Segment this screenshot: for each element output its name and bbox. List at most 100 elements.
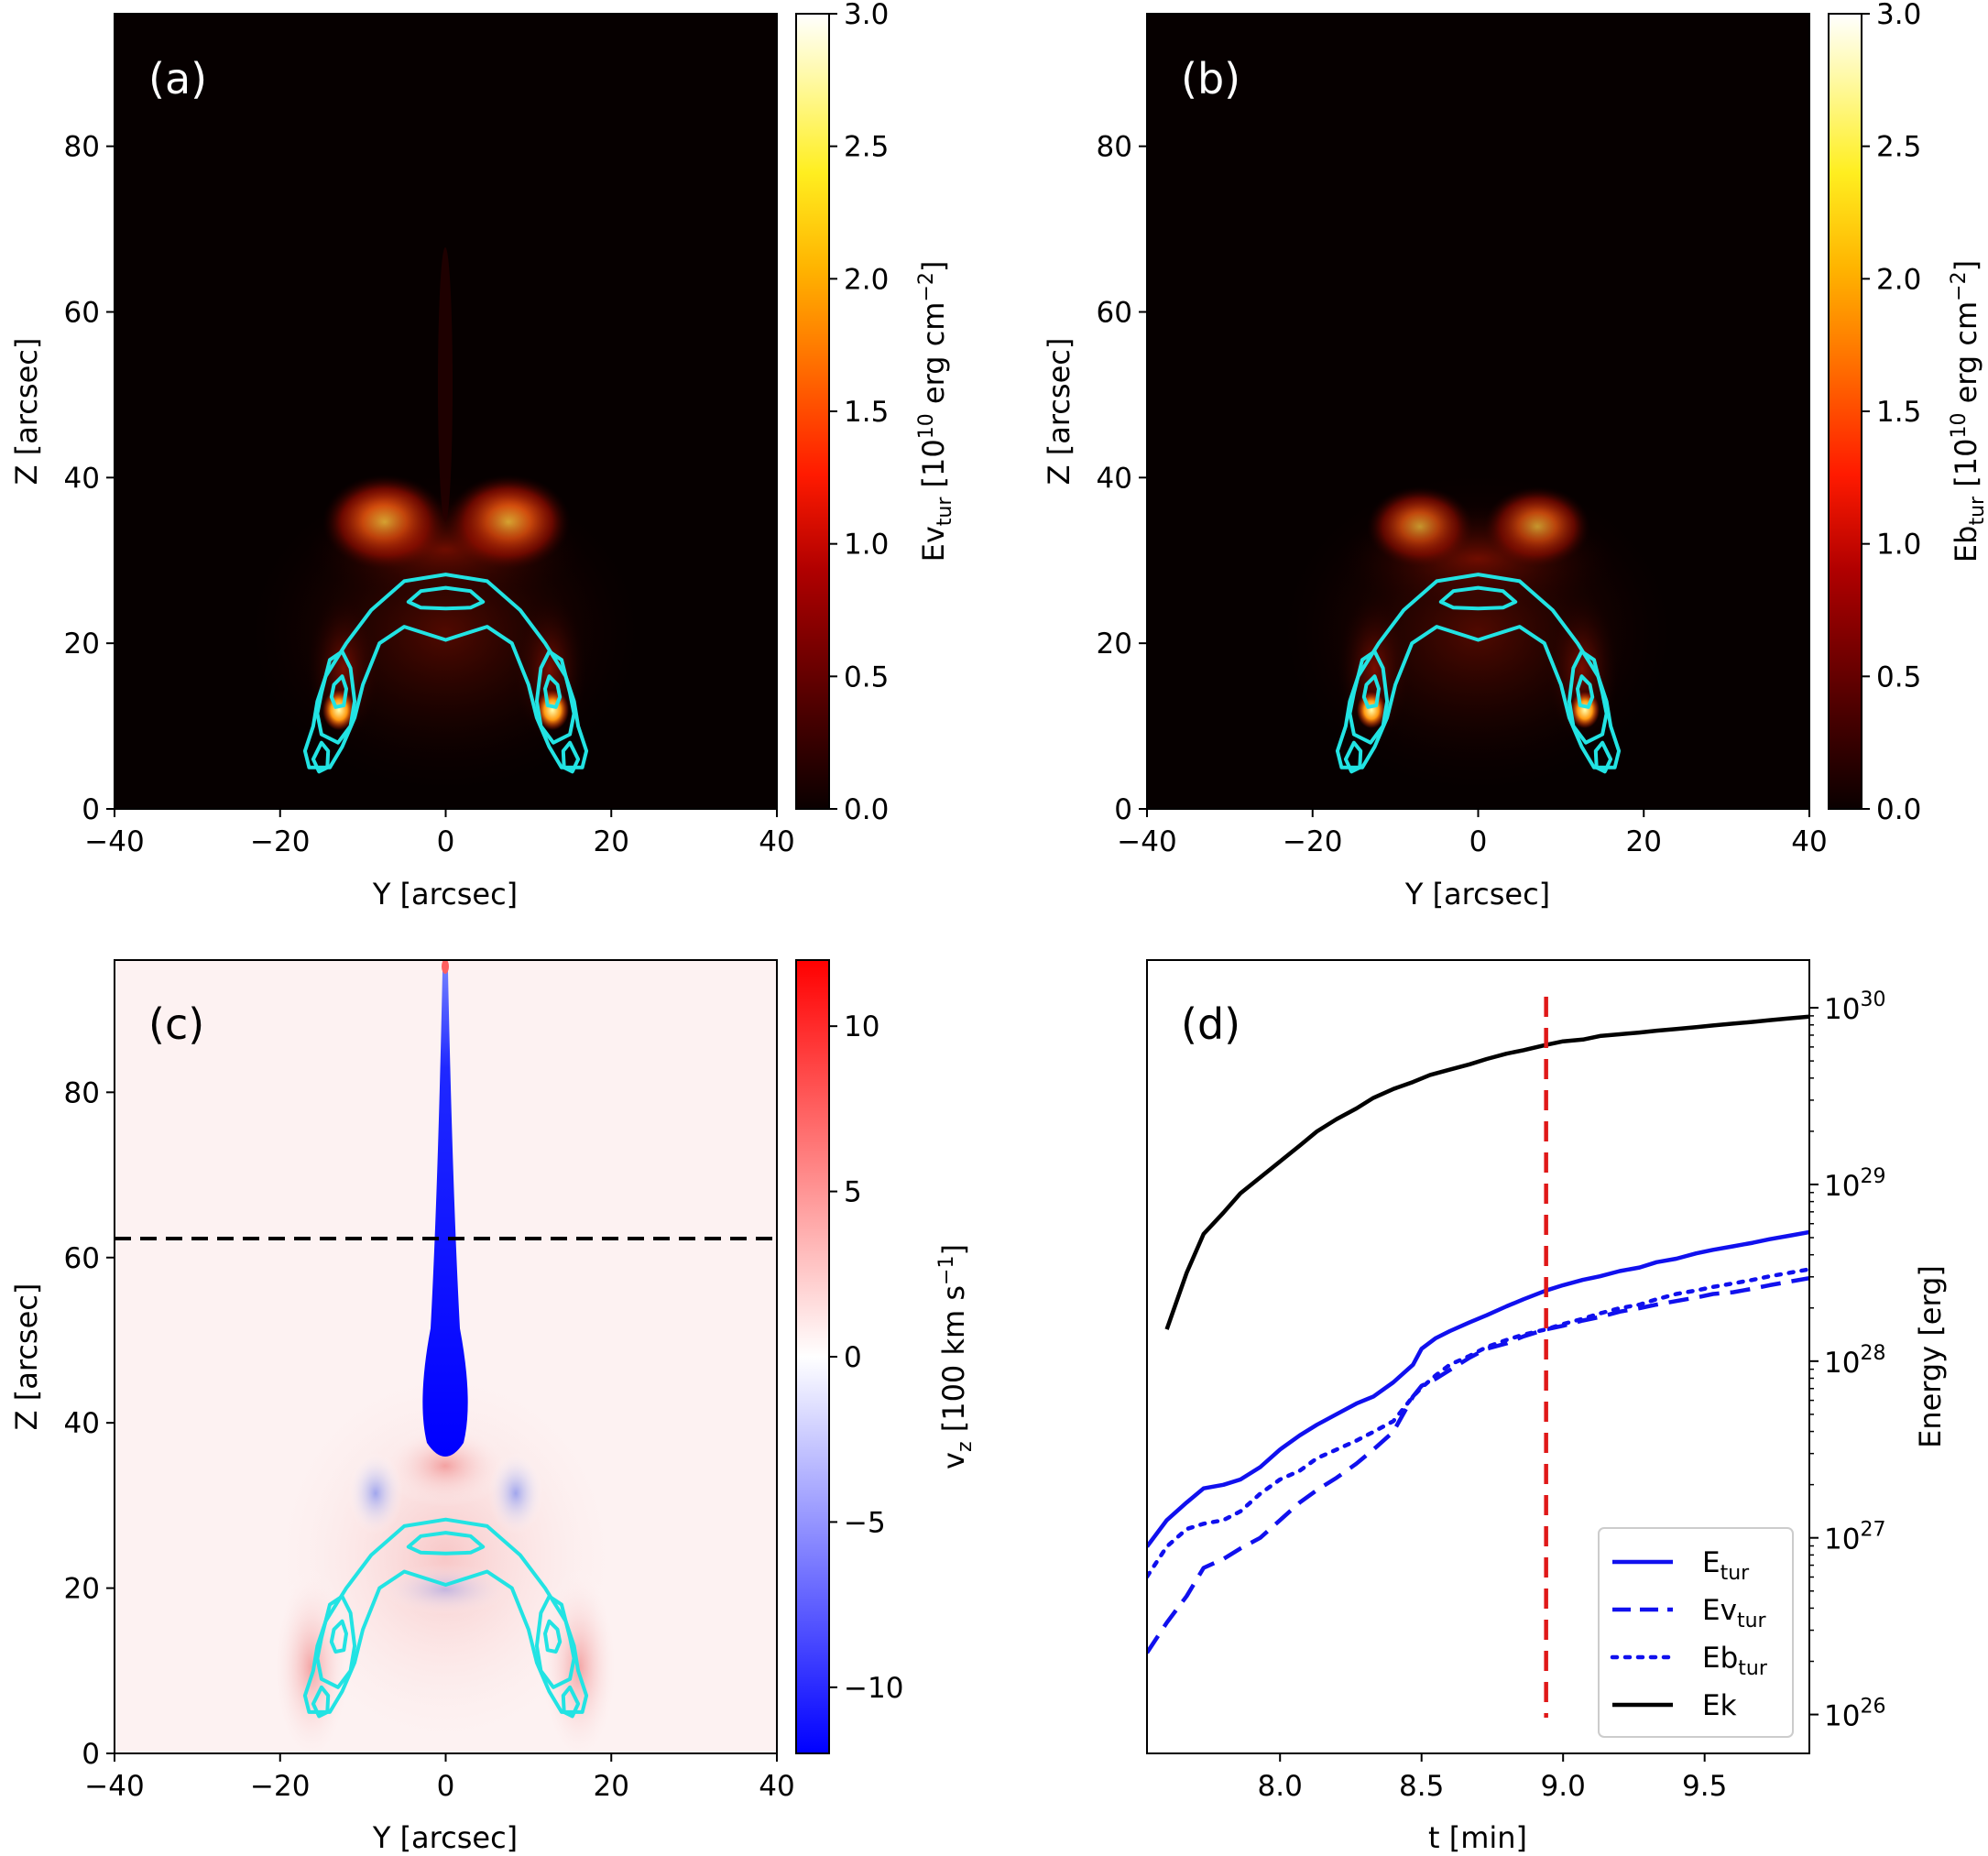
y-tick-label: 0: [1114, 793, 1132, 826]
heatmap-velocity: [115, 960, 777, 1753]
colorbar-tick-label: 0.5: [844, 661, 889, 693]
x-tick-label: −40: [1117, 825, 1176, 858]
contour-line: [406, 585, 486, 611]
colorbar-tick-label: 0.0: [1876, 793, 1921, 826]
y-axis-label: Energy [erg]: [1913, 1265, 1948, 1448]
x-tick-label: 0: [1469, 825, 1488, 858]
contour-line: [1567, 650, 1609, 745]
x-tick-label: 0: [437, 1770, 455, 1803]
heatmap-emission: [248, 247, 642, 792]
y-ticks: 1026 1027 1028 1029 1030: [1809, 988, 1885, 1733]
contour-line: [311, 740, 331, 774]
x-axis-label: Y [arcsec]: [372, 1820, 518, 1855]
contour-line: [406, 1531, 486, 1556]
contour-line: [1361, 674, 1381, 709]
y-tick-label: 80: [64, 1076, 100, 1109]
x-ticks: −40 −20 0 20 40: [84, 1753, 795, 1803]
legend-label: Ebtur: [1702, 1642, 1768, 1680]
colorbar: [796, 14, 829, 809]
y-tick-label: 40: [1097, 462, 1132, 495]
colorbar-tick-label: 0: [844, 1341, 862, 1374]
y-tick-label: 80: [64, 131, 100, 164]
colorbar-label: vz [100 km s−1]: [935, 1244, 977, 1469]
y-tick-label: 1027: [1824, 1519, 1885, 1556]
contour-line: [302, 1517, 589, 1714]
contour-line: [534, 1594, 576, 1689]
colorbar-tick-label: 2.0: [844, 263, 889, 296]
y-tick-label: 1030: [1824, 988, 1885, 1026]
y-axis-label: Z [arcsec]: [1042, 338, 1076, 486]
colorbar-tick-label: 1.0: [1876, 529, 1921, 562]
panel-d: 8.0 8.5 9.0 9.5 1026 1027 1028 1029 1030 (d) t …: [1146, 959, 1948, 1855]
series-line-ek: [1164, 1014, 1809, 1330]
x-tick-label: 40: [759, 825, 794, 858]
panel-label: (c): [148, 999, 204, 1049]
colorbar-tick-label: 0.5: [1876, 661, 1921, 693]
x-tick-label: 8.5: [1399, 1770, 1444, 1803]
contour-line: [1438, 585, 1518, 611]
heatmap-emission: [1281, 472, 1675, 792]
contour-line: [1576, 674, 1595, 709]
y-tick-label: 0: [82, 1738, 100, 1771]
colorbar-tick-label: −10: [844, 1672, 903, 1705]
contour-line: [1348, 650, 1390, 745]
y-ticks: 0 20 40 60 80: [64, 131, 115, 826]
x-tick-label: 40: [759, 1770, 794, 1803]
contour-line: [302, 573, 589, 770]
panel-b: −40 −20 0 20 40 0 20 40 60 80 (b) Y [arcsec] Z […: [1042, 0, 1988, 912]
y-ticks: 0 20 40 60 80: [1097, 131, 1147, 826]
contour-line: [329, 674, 348, 709]
contour-line: [561, 740, 581, 774]
x-tick-label: −20: [250, 825, 310, 858]
colorbar-ticks: −10 −5 0 5 10: [829, 1010, 903, 1705]
colorbar-tick-label: −5: [844, 1506, 886, 1539]
x-tick-label: 20: [594, 825, 629, 858]
axes-frame: [1146, 959, 1810, 1754]
x-tick-label: −20: [1283, 825, 1342, 858]
colorbar-tick-label: 1.0: [844, 529, 889, 562]
energy-curves: [1147, 997, 1809, 1718]
x-tick-label: 9.0: [1541, 1770, 1586, 1803]
y-tick-label: 80: [1097, 131, 1132, 164]
panel-c: −40 −20 0 20 40 0 20 40 60 80 (c) Y [arcsec] Z […: [9, 959, 977, 1855]
colorbar-tick-label: 0.0: [844, 793, 889, 826]
colorbar: [1829, 14, 1862, 809]
colorbar-ticks: 0.0 0.5 1.0 1.5 2.0 2.5 3.0: [829, 0, 889, 826]
contour-line: [543, 674, 563, 709]
y-tick-label: 60: [64, 297, 100, 330]
colorbar-label: Ebtur [1010 erg cm−2]: [1948, 260, 1988, 562]
x-tick-label: −40: [84, 1770, 144, 1803]
x-axis-label: t [min]: [1428, 1820, 1527, 1855]
y-tick-label: 20: [64, 628, 100, 661]
y-tick-label: 40: [64, 462, 100, 495]
y-tick-label: 60: [1097, 297, 1132, 330]
x-axis-label: Y [arcsec]: [1404, 877, 1550, 912]
colorbar-tick-label: 3.0: [844, 0, 889, 31]
colorbar-tick-label: 2.0: [1876, 263, 1921, 296]
contour-line: [315, 650, 357, 745]
cyan-contours: [302, 573, 589, 774]
legend-label: Ek: [1702, 1689, 1737, 1722]
contour-line: [1335, 573, 1622, 770]
colorbar-tick-label: 3.0: [1876, 0, 1921, 31]
y-tick-label: 1026: [1824, 1696, 1885, 1733]
cyan-contours: [302, 1517, 589, 1719]
colorbar-tick-label: 2.5: [844, 131, 889, 164]
y-tick-label: 20: [64, 1573, 100, 1606]
legend-label: Etur: [1702, 1546, 1750, 1585]
colorbar: [796, 960, 829, 1753]
colorbar-tick-label: 1.5: [844, 396, 889, 429]
contour-line: [311, 1685, 331, 1719]
x-tick-label: 0: [437, 825, 455, 858]
legend-label: Evtur: [1702, 1594, 1767, 1632]
colorbar-tick-label: 2.5: [1876, 131, 1921, 164]
legend: Etur Evtur Ebtur Ek: [1598, 1527, 1794, 1738]
x-tick-label: 40: [1791, 825, 1827, 858]
contour-line: [329, 1619, 348, 1654]
y-tick-label: 20: [1097, 628, 1132, 661]
contour-line: [315, 1594, 357, 1689]
y-ticks: 0 20 40 60 80: [64, 1076, 115, 1771]
contour-line: [534, 650, 576, 745]
contour-line: [1343, 740, 1363, 774]
